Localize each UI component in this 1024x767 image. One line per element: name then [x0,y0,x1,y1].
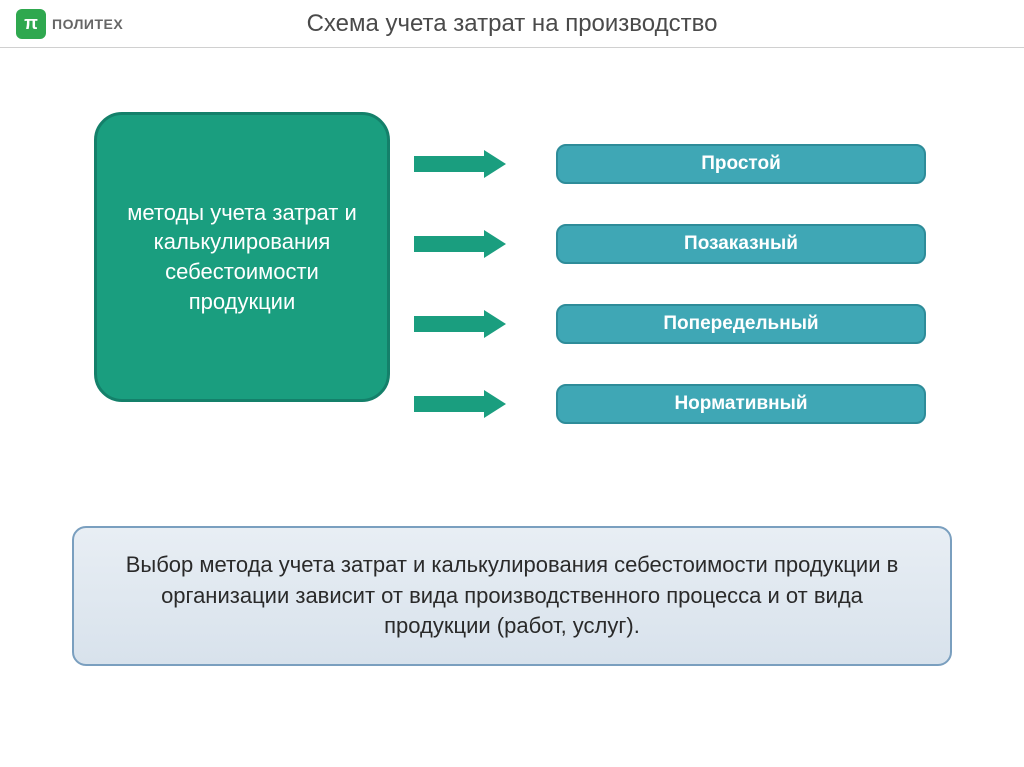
logo-text: ПОЛИТЕХ [52,16,123,32]
logo-symbol: π [24,13,38,34]
arrow-1 [414,230,506,258]
pi-icon: π [16,9,46,39]
arrow-shaft [414,236,484,252]
arrow-head-icon [484,150,506,178]
arrow-0 [414,150,506,178]
arrow-head-icon [484,310,506,338]
arrow-shaft [414,396,484,412]
logo: π ПОЛИТЕХ [16,9,123,39]
page-title: Схема учета затрат на производство [307,10,718,38]
source-box-text: методы учета затрат и калькулирования се… [117,198,367,317]
method-label: Попередельный [663,313,818,335]
method-pill-3: Нормативный [556,384,926,424]
arrow-head-icon [484,230,506,258]
method-pill-1: Позаказный [556,224,926,264]
method-pill-2: Попередельный [556,304,926,344]
slide-header: π ПОЛИТЕХ Схема учета затрат на производ… [0,0,1024,48]
arrow-3 [414,390,506,418]
method-label: Нормативный [674,393,807,415]
note-text: Выбор метода учета затрат и калькулирова… [114,550,910,642]
source-box: методы учета затрат и калькулирования се… [94,112,390,402]
arrow-shaft [414,156,484,172]
arrow-shaft [414,316,484,332]
method-label: Простой [701,153,781,175]
arrow-head-icon [484,390,506,418]
note-box: Выбор метода учета затрат и калькулирова… [72,526,952,666]
arrow-2 [414,310,506,338]
diagram-canvas: методы учета затрат и калькулирования се… [0,48,1024,767]
method-label: Позаказный [684,233,798,255]
method-pill-0: Простой [556,144,926,184]
